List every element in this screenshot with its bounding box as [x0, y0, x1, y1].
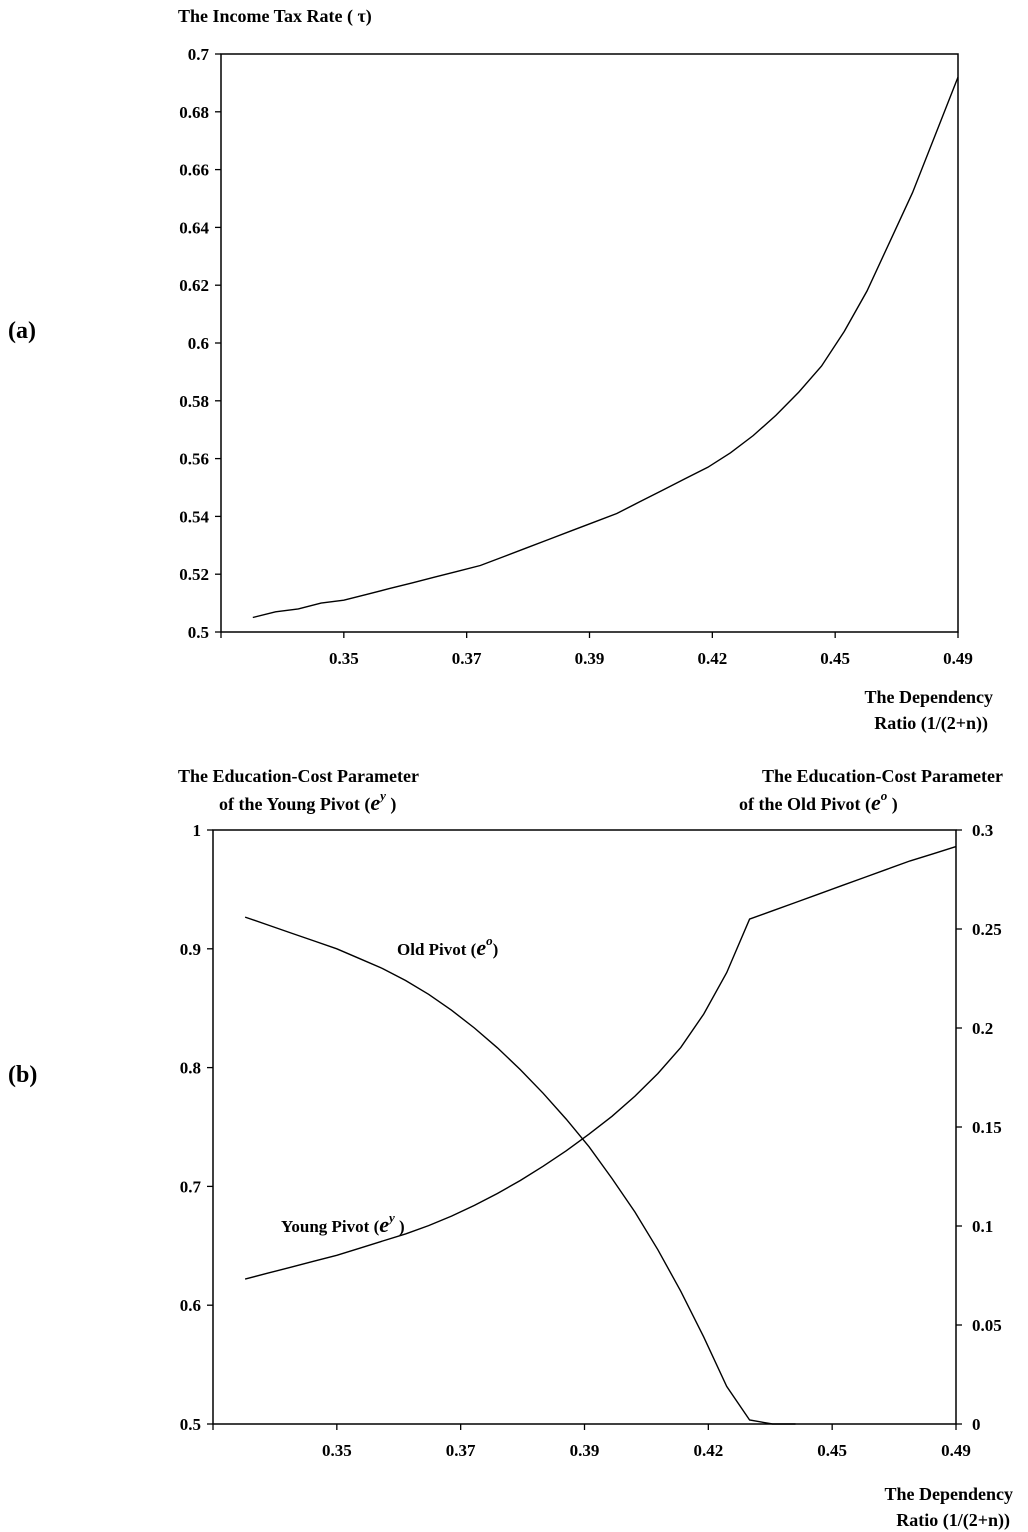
chart-b-left-y-ticks: 0.5 0.6 0.7 0.8 0.9 1: [180, 821, 213, 1434]
chart-a-x-axis-title-line1: The Dependency: [864, 687, 993, 707]
panel-label-b: (b): [8, 1062, 37, 1088]
chart-b-right-axis-title-line2: of the Old Pivot (eo ): [739, 788, 898, 815]
chart-b-left-y-tick-label: 0.5: [180, 1415, 201, 1434]
chart-b-plot-area: 0.50.60.70.80.91 00.050.10.150.20.250.3 …: [180, 821, 1002, 1460]
chart-b-right-y-tick-label: 0.05: [972, 1316, 1002, 1335]
chart-a-frame: [220, 53, 959, 633]
chart-b-young-pivot-label: Young Pivot (ey ): [281, 1210, 405, 1237]
chart-b-x-tick-label: 0.42: [693, 1441, 723, 1460]
chart-b-left-y-tick-label: 0.7: [180, 1177, 202, 1196]
chart-b-right-y-tick-label: 0.3: [972, 821, 993, 840]
chart-a-x-ticks: 0.35 0.37 0.39 0.42 0.45 0.49: [220, 632, 973, 668]
chart-b-right-y-tick-label: 0.15: [972, 1118, 1002, 1137]
chart-a-y-tick-label: 0.52: [179, 565, 209, 584]
chart-b-right-y-tick-label: 0.1: [972, 1217, 993, 1236]
chart-a-y-tick-label: 0.66: [179, 161, 209, 180]
chart-a-series-line: [252, 76, 959, 619]
chart-a-x-tick-label: 0.45: [820, 649, 850, 668]
chart-a-y-tick-label: 0.64: [179, 218, 209, 237]
chart-b-x-tick-label: 0.49: [941, 1441, 971, 1460]
chart-b-left-y-tick-label: 0.6: [180, 1296, 201, 1315]
chart-b-old-pivot-label: Old Pivot (eo): [397, 933, 498, 960]
chart-b-x-tick-label: 0.39: [570, 1441, 600, 1460]
chart-a-x-tick-label: 0.39: [575, 649, 605, 668]
chart-a-x-tick-label: 0.37: [452, 649, 482, 668]
chart-b-right-axis-title-line1: The Education-Cost Parameter: [762, 766, 1003, 786]
chart-a-y-tick-label: 0.62: [179, 276, 209, 295]
chart-a-y-ticks: 0.5 0.52 0.54 0.56 0.58 0.6 0.62 0.64 0.66 0.68 0.…: [179, 45, 221, 642]
chart-a-y-tick-label: 0.5: [188, 623, 209, 642]
chart-b-left-y-tick-label: 1: [193, 821, 202, 840]
chart-b-old-pivot-line: [244, 916, 796, 1425]
chart-a-y-tick-label: 0.6: [188, 334, 209, 353]
chart-b-left-axis-title-line2: of the Young Pivot (ey ): [219, 788, 396, 815]
chart-b-x-tick-label: 0.37: [446, 1441, 476, 1460]
chart-a-y-axis-title: The Income Tax Rate ( τ): [178, 6, 372, 27]
chart-a-y-tick-label: 0.68: [179, 103, 209, 122]
chart-b-x-axis-title-line2: Ratio (1/(2+n)): [896, 1510, 1010, 1531]
chart-a-plot-area: 0.5 0.52 0.54 0.56 0.58 0.6 0.62 0.64 0.66 0.68 0.…: [179, 45, 973, 668]
chart-b-left-axis-title-line1: The Education-Cost Parameter: [178, 766, 419, 786]
chart-b-right-y-ticks: 0 0.05 0.1 0.15 0.2 0.25 0.3: [956, 821, 1002, 1434]
panel-label-a: (a): [8, 318, 36, 344]
chart-b-right-y-tick-label: 0.25: [972, 920, 1002, 939]
chart-a-y-tick-label: 0.58: [179, 392, 209, 411]
chart-a-x-tick-label: 0.35: [329, 649, 359, 668]
chart-a-x-tick-label: 0.49: [943, 649, 973, 668]
chart-a-y-tick-label: 0.56: [179, 450, 209, 469]
chart-b-left-y-tick-label: 0.8: [180, 1059, 201, 1078]
chart-b-x-ticks: 0.35 0.37 0.39 0.42 0.45 0.49: [212, 1424, 971, 1460]
chart-b-x-tick-label: 0.45: [817, 1441, 847, 1460]
chart-b-left-y-tick-label: 0.9: [180, 940, 201, 959]
chart-b-right-y-tick-label: 0: [972, 1415, 981, 1434]
chart-a-y-tick-label: 0.7: [188, 45, 210, 64]
chart-b-x-axis-title-line1: The Dependency: [884, 1484, 1013, 1504]
chart-b-frame: [212, 829, 957, 1425]
chart-b-x-tick-label: 0.35: [322, 1441, 352, 1460]
chart-a-y-tick-label: 0.54: [179, 507, 209, 526]
chart-a-x-axis-title-line2: Ratio (1/(2+n)): [874, 713, 988, 734]
chart-b-young-pivot-line: [244, 845, 957, 1280]
chart-a-x-tick-label: 0.42: [697, 649, 727, 668]
chart-b-right-y-tick-label: 0.2: [972, 1019, 993, 1038]
